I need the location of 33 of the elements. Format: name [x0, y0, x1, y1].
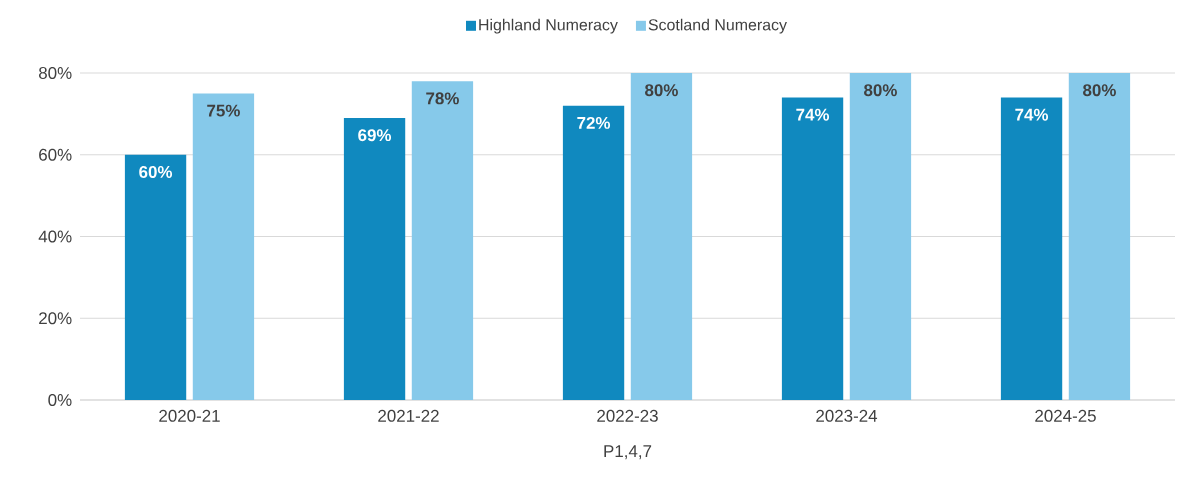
bar	[562, 105, 625, 400]
data-label: 72%	[577, 116, 611, 129]
legend-label: Scotland Numeracy	[648, 18, 787, 34]
data-label: 78%	[426, 92, 459, 105]
data-label: 75%	[207, 104, 240, 117]
y-tick-label: 60%	[39, 148, 72, 161]
bar	[411, 81, 474, 400]
x-tick-label: 2024-25	[1035, 409, 1096, 422]
data-label: 69%	[358, 129, 392, 142]
bar	[1068, 73, 1131, 400]
data-label: 74%	[796, 108, 830, 121]
data-label: 80%	[1083, 84, 1116, 97]
data-label: 74%	[1015, 108, 1049, 121]
x-tick-label: 2023-24	[816, 409, 878, 422]
bar	[849, 73, 912, 400]
x-tick-label: 2020-21	[159, 409, 220, 422]
data-label: 80%	[645, 84, 678, 97]
data-label: 80%	[864, 84, 897, 97]
bar	[124, 154, 187, 400]
legend-label: Highland Numeracy	[479, 18, 618, 34]
y-tick-label: 40%	[38, 230, 72, 243]
y-tick-label: 20%	[39, 312, 72, 325]
bar	[630, 73, 693, 400]
data-label: 60%	[139, 165, 173, 178]
y-tick-label: 0%	[48, 394, 72, 406]
y-tick-label: 80%	[38, 67, 72, 79]
x-tick-label: 2022-23	[597, 409, 658, 422]
x-tick-label: 2021-22	[378, 409, 439, 422]
bar	[343, 117, 406, 400]
bar	[192, 93, 255, 400]
bar	[1000, 97, 1063, 400]
bar	[781, 97, 844, 400]
x-axis-title: P1,4,7	[604, 445, 652, 460]
